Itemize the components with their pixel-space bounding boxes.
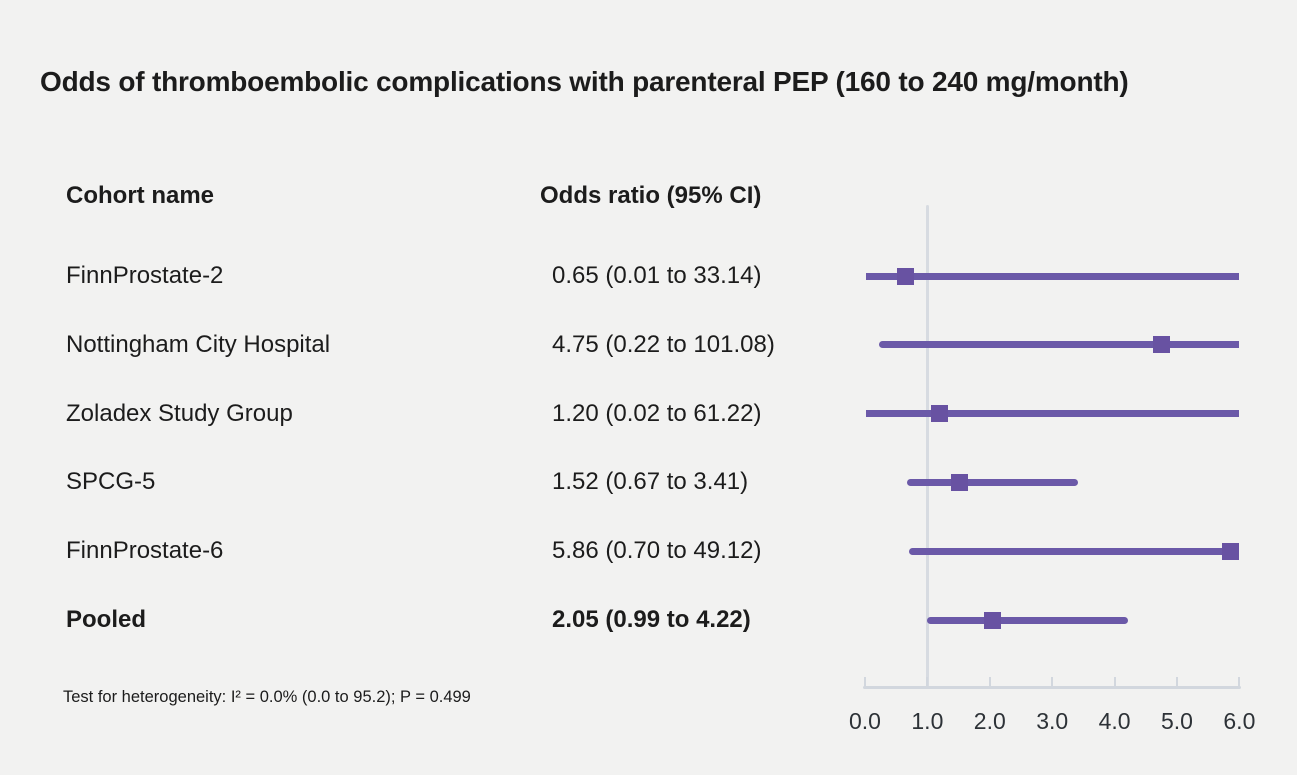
cohort-column-header: Cohort name bbox=[66, 182, 215, 209]
odds-ratio-marker bbox=[1222, 542, 1240, 560]
cohort-label: SPCG-5 bbox=[66, 468, 156, 496]
heterogeneity-footnote: Test for heterogeneity: I² = 0.0% (0.0 t… bbox=[63, 688, 471, 706]
cohort-label: FinnProstate-6 bbox=[66, 537, 224, 565]
confidence-interval-line bbox=[865, 272, 1240, 280]
x-axis-tick-label: 2.0 bbox=[973, 708, 1006, 734]
odds-ratio-value: 1.52 (0.67 to 3.41) bbox=[552, 468, 749, 496]
x-axis-tick-label: 3.0 bbox=[1036, 708, 1069, 734]
x-axis-tick bbox=[1176, 677, 1178, 687]
cohort-label: Pooled bbox=[66, 606, 147, 633]
x-axis-tick bbox=[864, 677, 866, 687]
odds-ratio-value: 2.05 (0.99 to 4.22) bbox=[552, 606, 751, 633]
x-axis-tick-label: 6.0 bbox=[1223, 708, 1256, 734]
odds-ratio-marker bbox=[984, 611, 1002, 629]
x-axis-tick bbox=[1051, 677, 1054, 687]
x-axis-line bbox=[863, 686, 1242, 689]
confidence-interval-line bbox=[926, 616, 1129, 624]
confidence-interval-line bbox=[866, 410, 1240, 418]
odds-ratio-marker bbox=[1152, 336, 1170, 354]
chart-title: Odds of thromboembolic complications wit… bbox=[40, 66, 1129, 97]
confidence-interval-line bbox=[878, 341, 1240, 349]
x-axis-tick-label: 4.0 bbox=[1098, 708, 1131, 734]
x-axis-tick bbox=[1113, 677, 1116, 687]
odds-ratio-column-header: Odds ratio (95% CI) bbox=[540, 182, 762, 209]
confidence-interval-line bbox=[908, 547, 1240, 555]
x-axis-tick-label: 5.0 bbox=[1161, 708, 1193, 734]
odds-ratio-marker bbox=[931, 405, 949, 423]
x-axis-tick-label: 1.0 bbox=[911, 708, 944, 734]
cohort-label: Nottingham City Hospital bbox=[66, 330, 331, 358]
x-axis-tick bbox=[988, 677, 991, 687]
odds-ratio-marker bbox=[951, 473, 969, 491]
odds-ratio-value: 4.75 (0.22 to 101.08) bbox=[552, 330, 775, 358]
odds-ratio-marker bbox=[897, 267, 915, 285]
odds-ratio-value: 5.86 (0.70 to 49.12) bbox=[552, 537, 762, 565]
odds-ratio-value: 1.20 (0.02 to 61.22) bbox=[552, 399, 762, 427]
x-axis-tick-label: 0.0 bbox=[849, 708, 881, 734]
odds-ratio-value: 0.65 (0.01 to 33.14) bbox=[552, 262, 762, 289]
cohort-label: FinnProstate-2 bbox=[66, 262, 224, 289]
x-axis-tick bbox=[926, 677, 929, 687]
cohort-label: Zoladex Study Group bbox=[66, 399, 293, 427]
reference-line bbox=[925, 205, 929, 687]
confidence-interval-line bbox=[906, 478, 1078, 486]
x-axis-tick bbox=[1238, 677, 1241, 687]
